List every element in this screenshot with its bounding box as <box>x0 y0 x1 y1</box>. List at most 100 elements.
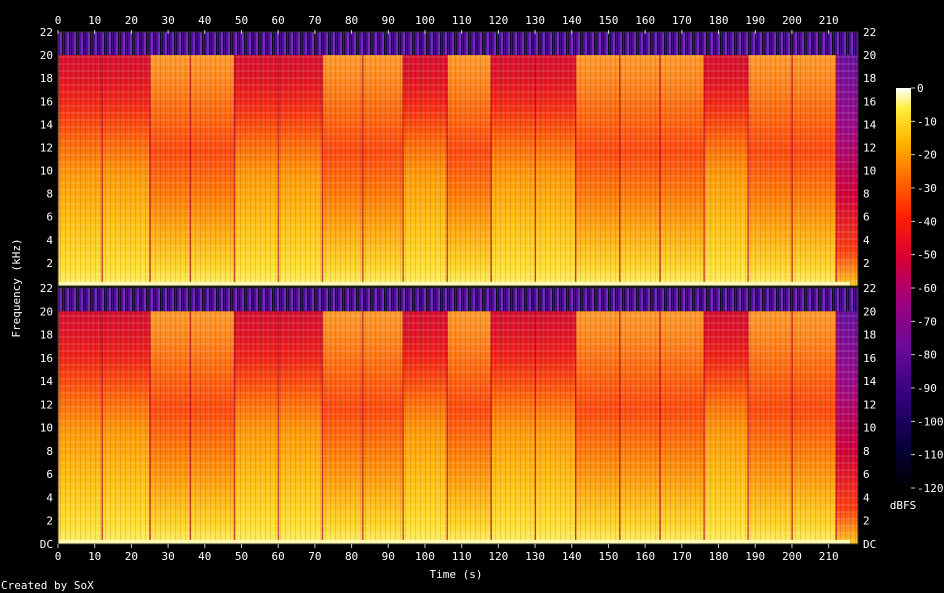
x-tick-label-top: 110 <box>452 14 472 27</box>
y-tick-label-right: 2 <box>863 515 870 528</box>
x-tick-label-bottom: 30 <box>161 550 174 563</box>
y-tick-label-left: 20 <box>40 49 53 62</box>
y-tick-label-left: 10 <box>40 422 53 435</box>
x-tick-label-bottom: 50 <box>235 550 248 563</box>
x-tick-label-top: 10 <box>88 14 101 27</box>
y-tick-label-right: 8 <box>863 445 870 458</box>
x-tick-label-top: 190 <box>745 14 765 27</box>
y-tick-label-right: 8 <box>863 188 870 201</box>
colorbar-tick-label: -70 <box>917 315 937 328</box>
colorbar-tick-label: -40 <box>917 215 937 228</box>
y-tick-label-left: 14 <box>40 375 54 388</box>
y-tick-label-left: 18 <box>40 72 53 85</box>
colorbar-ticks: 0 -10 -20 -30 -40 -50 -60 -70 -80 -90 -100 -110 -120 <box>911 82 944 495</box>
y-tick-label-right: 16 <box>863 95 876 108</box>
x-tick-label-bottom: 140 <box>562 550 582 563</box>
x-tick-label-bottom: 100 <box>415 550 435 563</box>
y-tick-label-right: 20 <box>863 305 876 318</box>
x-tick-label-bottom: 10 <box>88 550 101 563</box>
x-tick-label-bottom: 110 <box>452 550 472 563</box>
x-tick-label-top: 100 <box>415 14 435 27</box>
x-tick-label-top: 130 <box>525 14 545 27</box>
y-tick-label-right: 16 <box>863 352 876 365</box>
colorbar-tick-label: -50 <box>917 249 937 262</box>
y-tick-label-left: 8 <box>46 188 53 201</box>
colorbar-tick-label: -60 <box>917 282 937 295</box>
temporal-texture <box>58 311 858 544</box>
x-tick-label-top: 60 <box>272 14 285 27</box>
y-tick-label-left: 2 <box>46 257 53 270</box>
y-tick-label-right: 12 <box>863 141 876 154</box>
x-tick-label-top: 140 <box>562 14 582 27</box>
x-tick-label-top: 50 <box>235 14 248 27</box>
x-tick-label-bottom: 40 <box>198 550 211 563</box>
y-tick-label-left: 16 <box>40 352 53 365</box>
x-tick-label-top: 70 <box>308 14 321 27</box>
y-tick-label-right: 10 <box>863 422 876 435</box>
y-tick-label-left: 8 <box>46 445 53 458</box>
y-tick-label-left: 4 <box>46 491 53 504</box>
x-tick-label-bottom: 190 <box>745 550 765 563</box>
y-tick-label-left: 12 <box>40 398 53 411</box>
y-tick-label-left: 22 <box>40 282 53 295</box>
y-tick-label-right: 20 <box>863 49 876 62</box>
x-tick-label-top: 40 <box>198 14 211 27</box>
x-tick-label-bottom: 80 <box>345 550 358 563</box>
x-tick-label-top: 30 <box>161 14 174 27</box>
colorbar-tick-label: -120 <box>917 482 944 495</box>
y-tick-label-left: 12 <box>40 141 53 154</box>
y-tick-label-right: 10 <box>863 165 876 178</box>
x-axis-bottom-ticks: 0 10 20 30 40 50 60 70 80 90 100 110 120 130 140 150 160… <box>55 544 839 563</box>
y-tick-label-right: 12 <box>863 398 876 411</box>
y-tick-label-right: DC <box>863 538 876 551</box>
colorbar-label: dBFS <box>890 499 917 512</box>
x-tick-label-top: 200 <box>782 14 802 27</box>
x-tick-label-bottom: 20 <box>125 550 138 563</box>
y-tick-label-left: 18 <box>40 329 53 342</box>
x-axis-top-ticks: 0 10 20 30 40 50 60 70 80 90 100 110 120 130 140 150 160… <box>55 14 839 34</box>
x-tick-label-bottom: 60 <box>272 550 285 563</box>
y-tick-label-right: 18 <box>863 72 876 85</box>
x-tick-label-top: 0 <box>55 14 62 27</box>
panel-frame <box>57 287 859 545</box>
x-tick-label-top: 90 <box>382 14 395 27</box>
x-tick-label-top: 150 <box>599 14 619 27</box>
y-tick-label-left: 2 <box>46 515 53 528</box>
hf-noise-band <box>58 288 858 312</box>
colorbar-tick-label: -30 <box>917 182 937 195</box>
x-tick-label-bottom: 180 <box>709 550 729 563</box>
x-tick-label-bottom: 90 <box>382 550 395 563</box>
y-tick-label-right: 2 <box>863 257 870 270</box>
y-tick-label-right: 22 <box>863 282 876 295</box>
colorbar-tick-label: -80 <box>917 349 937 362</box>
colorbar-tick-label: -90 <box>917 382 937 395</box>
y-tick-label-left: 20 <box>40 305 53 318</box>
x-axis-label: Time (s) <box>430 568 483 581</box>
x-tick-label-bottom: 160 <box>635 550 655 563</box>
y-tick-label-left: DC <box>40 538 53 551</box>
x-tick-label-bottom: 210 <box>819 550 839 563</box>
low-frequency-band <box>58 540 850 544</box>
x-tick-label-top: 170 <box>672 14 692 27</box>
y-tick-label-left: 10 <box>40 165 53 178</box>
y-tick-label-left: 6 <box>46 468 53 481</box>
low-frequency-band <box>58 282 850 286</box>
y-tick-label-right: 6 <box>863 211 870 224</box>
panel-frame <box>57 31 859 287</box>
y-tick-label-left: 14 <box>40 118 54 131</box>
colorbar-tick-label: -20 <box>917 149 937 162</box>
x-tick-label-bottom: 70 <box>308 550 321 563</box>
x-tick-label-top: 20 <box>125 14 138 27</box>
y-tick-label-left: 6 <box>46 211 53 224</box>
y-tick-label-left: 22 <box>40 26 53 39</box>
x-tick-label-bottom: 130 <box>525 550 545 563</box>
y-tick-label-right: 22 <box>863 26 876 39</box>
x-tick-label-top: 210 <box>819 14 839 27</box>
hf-noise-band <box>58 32 858 56</box>
y-axis-label: Frequency (kHz) <box>10 238 23 337</box>
x-tick-label-bottom: 120 <box>488 550 508 563</box>
colorbar-tick-label: -10 <box>917 115 937 128</box>
colorbar-tick-label: -100 <box>917 415 944 428</box>
